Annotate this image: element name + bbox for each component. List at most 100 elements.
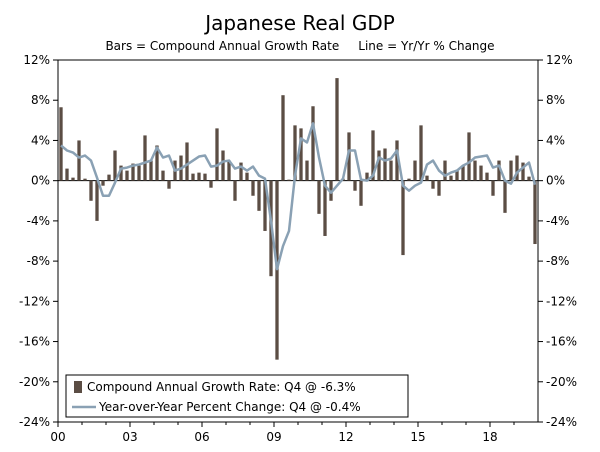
gdp-bar [515, 155, 519, 181]
gdp-bar [467, 132, 471, 181]
x-tick-label: 06 [194, 430, 209, 444]
gdp-bar [449, 175, 453, 181]
gdp-bar [149, 160, 153, 181]
gdp-bar [155, 145, 159, 181]
gdp-bar [59, 107, 63, 181]
gdp-bar [347, 132, 351, 181]
y-tick-label-left: -16% [19, 335, 50, 349]
gdp-bar [89, 180, 93, 201]
gdp-bar [359, 180, 363, 206]
gdp-bar [143, 135, 147, 181]
gdp-bar [491, 180, 495, 196]
chart-title: Japanese Real GDP [203, 11, 395, 35]
y-tick-label-right: 8% [546, 93, 565, 107]
gdp-bar [383, 148, 387, 181]
gdp-bar [239, 162, 243, 181]
legend: Compound Annual Growth Rate: Q4 @ -6.3% … [65, 374, 409, 418]
plot-frame [57, 59, 539, 423]
legend-bar-swatch [74, 381, 82, 393]
gdp-bar [71, 177, 75, 181]
gdp-bar [479, 165, 483, 181]
gdp-bar [221, 150, 225, 181]
x-tick-label: 12 [338, 430, 353, 444]
gdp-bar [323, 180, 327, 236]
y-tick-label-left: 8% [31, 93, 50, 107]
gdp-bar [113, 150, 117, 181]
gdp-bar [317, 180, 321, 214]
gdp-bar [509, 160, 513, 181]
gdp-bar [197, 172, 201, 181]
y-tick-label-right: 0% [546, 174, 565, 188]
gdp-bar [119, 165, 123, 181]
gdp-bar [497, 160, 501, 181]
y-tick-label-left: -12% [19, 294, 50, 308]
gdp-bar [263, 180, 267, 231]
y-tick-label-left: -24% [19, 415, 50, 429]
gdp-bar [299, 128, 303, 181]
gdp-bar [215, 128, 219, 181]
gdp-bar [167, 180, 171, 189]
left-axis: 12% 8% 4% 0% -4% -8% -12% -16% -20% -24% [19, 53, 58, 429]
x-tick-label: 15 [410, 430, 425, 444]
y-tick-label-right: -16% [546, 335, 577, 349]
gdp-bar [287, 179, 291, 181]
gdp-bar [233, 180, 237, 201]
gdp-bar [377, 150, 381, 181]
gdp-bar [443, 160, 447, 181]
x-tick-label: 09 [266, 430, 281, 444]
gdp-bar [437, 180, 441, 196]
y-tick-label-left: -20% [19, 375, 50, 389]
y-tick-label-right: -20% [546, 375, 577, 389]
gdp-bar [125, 170, 129, 181]
gdp-bar [395, 140, 399, 181]
gdp-bar [281, 95, 285, 181]
chart-subtitle: Bars = Compound Annual Growth Rate Line … [105, 39, 494, 53]
gdp-bar [95, 180, 99, 221]
y-tick-label-left: -8% [27, 254, 50, 268]
x-tick-label: 18 [482, 430, 497, 444]
gdp-bar [305, 160, 309, 181]
gdp-bar [257, 180, 261, 211]
gdp-bar [251, 180, 255, 196]
gdp-bar [83, 178, 87, 181]
y-tick-label-left: 4% [31, 133, 50, 147]
gdp-bar [65, 168, 69, 181]
x-tick-label: 00 [50, 430, 65, 444]
y-tick-label-right: 12% [546, 53, 573, 67]
gdp-bar [107, 174, 111, 181]
gdp-bar [485, 172, 489, 181]
gdp-bar [245, 172, 249, 181]
gdp-bar [371, 130, 375, 181]
gdp-bar [227, 160, 231, 181]
gdp-bar [431, 180, 435, 189]
gdp-bar [131, 163, 135, 181]
gdp-bar [533, 180, 537, 245]
y-tick-label-right: -8% [546, 254, 569, 268]
gdp-bar [407, 178, 411, 181]
gdp-bar [185, 142, 189, 181]
gdp-bar [137, 165, 141, 181]
gdp-bar [401, 180, 405, 256]
gdp-bar [311, 106, 315, 181]
legend-bar-label: Compound Annual Growth Rate: Q4 @ -6.3% [87, 380, 356, 394]
gdp-bar [425, 175, 429, 181]
gdp-bar [389, 160, 393, 181]
gdp-bar [527, 176, 531, 181]
y-tick-label-left: 12% [23, 53, 50, 67]
bar-series [59, 78, 537, 360]
gdp-bar [521, 162, 525, 181]
y-tick-label-right: -24% [546, 415, 577, 429]
gdp-bar [335, 78, 339, 181]
gdp-bar [473, 160, 477, 181]
x-axis: 00 03 06 09 12 15 18 [50, 422, 515, 444]
gdp-bar [503, 180, 507, 213]
gdp-bar [461, 165, 465, 181]
y-tick-label-left: -4% [27, 214, 50, 228]
gdp-bar [365, 172, 369, 181]
y-tick-label-left: 0% [31, 174, 50, 188]
yoy-line [60, 122, 537, 271]
gdp-bar [191, 173, 195, 181]
gdp-bar [77, 140, 81, 181]
gdp-bar [329, 180, 333, 201]
